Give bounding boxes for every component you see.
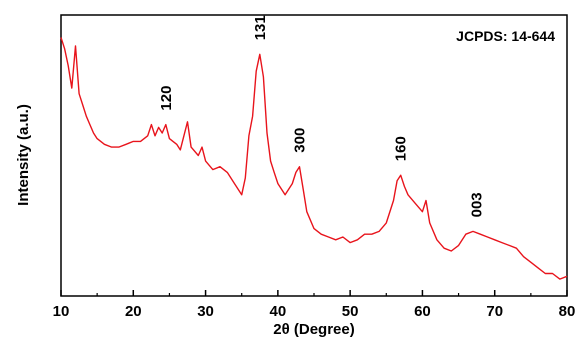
peak-label-131: 131 <box>252 15 269 40</box>
peak-label-300: 300 <box>292 128 309 153</box>
x-axis-title: 2θ (Degree) <box>273 321 354 338</box>
x-tick-label-30: 30 <box>197 303 214 320</box>
x-tick-label-70: 70 <box>486 303 503 320</box>
x-tick-label-50: 50 <box>342 303 359 320</box>
peak-labels: 120 131 300 160 003 <box>158 15 486 217</box>
peak-label-160: 160 <box>393 136 410 161</box>
series-line <box>60 37 568 280</box>
y-axis-title: Intensity (a.u.) <box>15 104 32 206</box>
plot-frame <box>60 14 568 297</box>
peak-label-120: 120 <box>158 86 175 111</box>
x-tick-label-60: 60 <box>414 303 431 320</box>
x-tick-label-80: 80 <box>559 303 576 320</box>
x-tick-labels: 10 20 30 40 50 60 70 80 <box>53 303 576 320</box>
peak-label-003: 003 <box>469 192 486 217</box>
jcpds-annotation: JCPDS: 14-644 <box>456 28 555 44</box>
x-tick-label-20: 20 <box>125 303 142 320</box>
x-tick-label-40: 40 <box>270 303 287 320</box>
x-tick-label-10: 10 <box>53 303 70 320</box>
x-ticks <box>60 290 568 296</box>
